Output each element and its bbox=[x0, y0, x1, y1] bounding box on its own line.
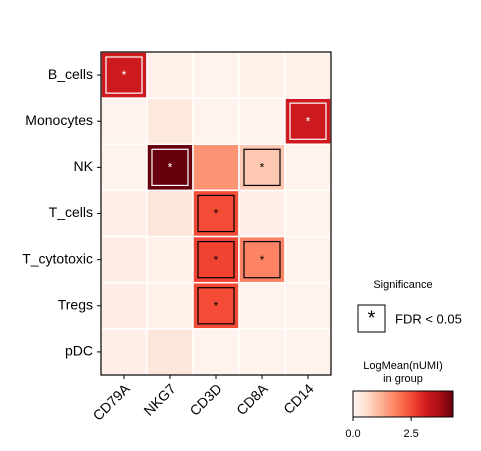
significance-box bbox=[243, 240, 281, 279]
heatmap-cell bbox=[192, 328, 240, 376]
heatmap-cell bbox=[284, 189, 332, 238]
significance-box bbox=[197, 194, 235, 233]
heatmap-cell bbox=[146, 189, 194, 238]
heatmap-cell bbox=[100, 97, 148, 146]
significance-box bbox=[105, 56, 143, 94]
y-tick-label: B_cells bbox=[48, 66, 93, 82]
heatmap-cell bbox=[192, 97, 240, 146]
heatmap-cell bbox=[100, 143, 148, 192]
y-tick-label: Monocytes bbox=[25, 112, 93, 128]
heatmap-cell bbox=[238, 189, 286, 238]
colorbar-tick-label: 2.5 bbox=[403, 428, 418, 440]
y-tick-label: T_cells bbox=[49, 204, 93, 220]
significance-marker: * bbox=[122, 68, 127, 82]
heatmap-cell bbox=[238, 281, 286, 330]
x-tick-label: NKG7 bbox=[140, 380, 178, 418]
significance-marker: * bbox=[260, 161, 265, 175]
heatmap-cell bbox=[146, 235, 194, 284]
heatmap-cell bbox=[238, 328, 286, 376]
significance-marker: * bbox=[168, 161, 173, 175]
heatmap-cell bbox=[238, 51, 286, 99]
legend-marker-box bbox=[357, 304, 386, 333]
significance-marker: * bbox=[306, 114, 311, 128]
heatmap-cell bbox=[284, 235, 332, 284]
colorbar-tick-label: 0.0 bbox=[345, 428, 360, 440]
significance-marker: * bbox=[260, 253, 265, 267]
x-tick-label: CD14 bbox=[280, 380, 317, 417]
heatmap-cell bbox=[192, 143, 240, 192]
legend-marker: * bbox=[368, 307, 376, 329]
heatmap-cell bbox=[238, 235, 286, 284]
heatmap-cell bbox=[146, 97, 194, 146]
x-tick-label: CD8A bbox=[233, 380, 271, 418]
significance-marker: * bbox=[214, 207, 219, 221]
heatmap-cell bbox=[238, 97, 286, 146]
significance-box bbox=[243, 148, 281, 187]
significance-box bbox=[289, 102, 327, 140]
x-tick-label: CD79A bbox=[90, 380, 134, 424]
heatmap-cell bbox=[284, 51, 332, 99]
x-tick-label: CD3D bbox=[186, 380, 224, 418]
y-tick-label: NK bbox=[74, 158, 94, 174]
y-tick-label: Tregs bbox=[58, 296, 93, 312]
significance-box bbox=[197, 240, 235, 279]
legend-title: Significance bbox=[373, 279, 432, 291]
significance-marker: * bbox=[214, 253, 219, 267]
heatmap-cell bbox=[192, 235, 240, 284]
colorbar-title: LogMean(nUMI) bbox=[363, 360, 442, 372]
y-tick-label: pDC bbox=[65, 343, 93, 359]
heatmap-cell bbox=[146, 143, 194, 192]
heatmap-cell bbox=[146, 51, 194, 99]
y-tick-label: T_cytotoxic bbox=[22, 250, 93, 266]
colorbar-title: in group bbox=[383, 373, 423, 385]
heatmap-cell bbox=[146, 281, 194, 330]
heatmap-cell bbox=[100, 281, 148, 330]
heatmap-cell bbox=[284, 143, 332, 192]
heatmap-cell bbox=[284, 328, 332, 376]
significance-box bbox=[197, 287, 235, 325]
heatmap-cell bbox=[146, 328, 194, 376]
significance-box bbox=[151, 148, 189, 187]
legend-label: FDR < 0.05 bbox=[395, 311, 462, 326]
heatmap-cell bbox=[192, 51, 240, 99]
heatmap-cell bbox=[284, 281, 332, 330]
heatmap-cell bbox=[100, 189, 148, 238]
heatmap-cell bbox=[100, 51, 148, 99]
heatmap-cell bbox=[100, 235, 148, 284]
significance-marker: * bbox=[214, 299, 219, 313]
heatmap-cell bbox=[100, 328, 148, 376]
colorbar bbox=[352, 390, 454, 418]
